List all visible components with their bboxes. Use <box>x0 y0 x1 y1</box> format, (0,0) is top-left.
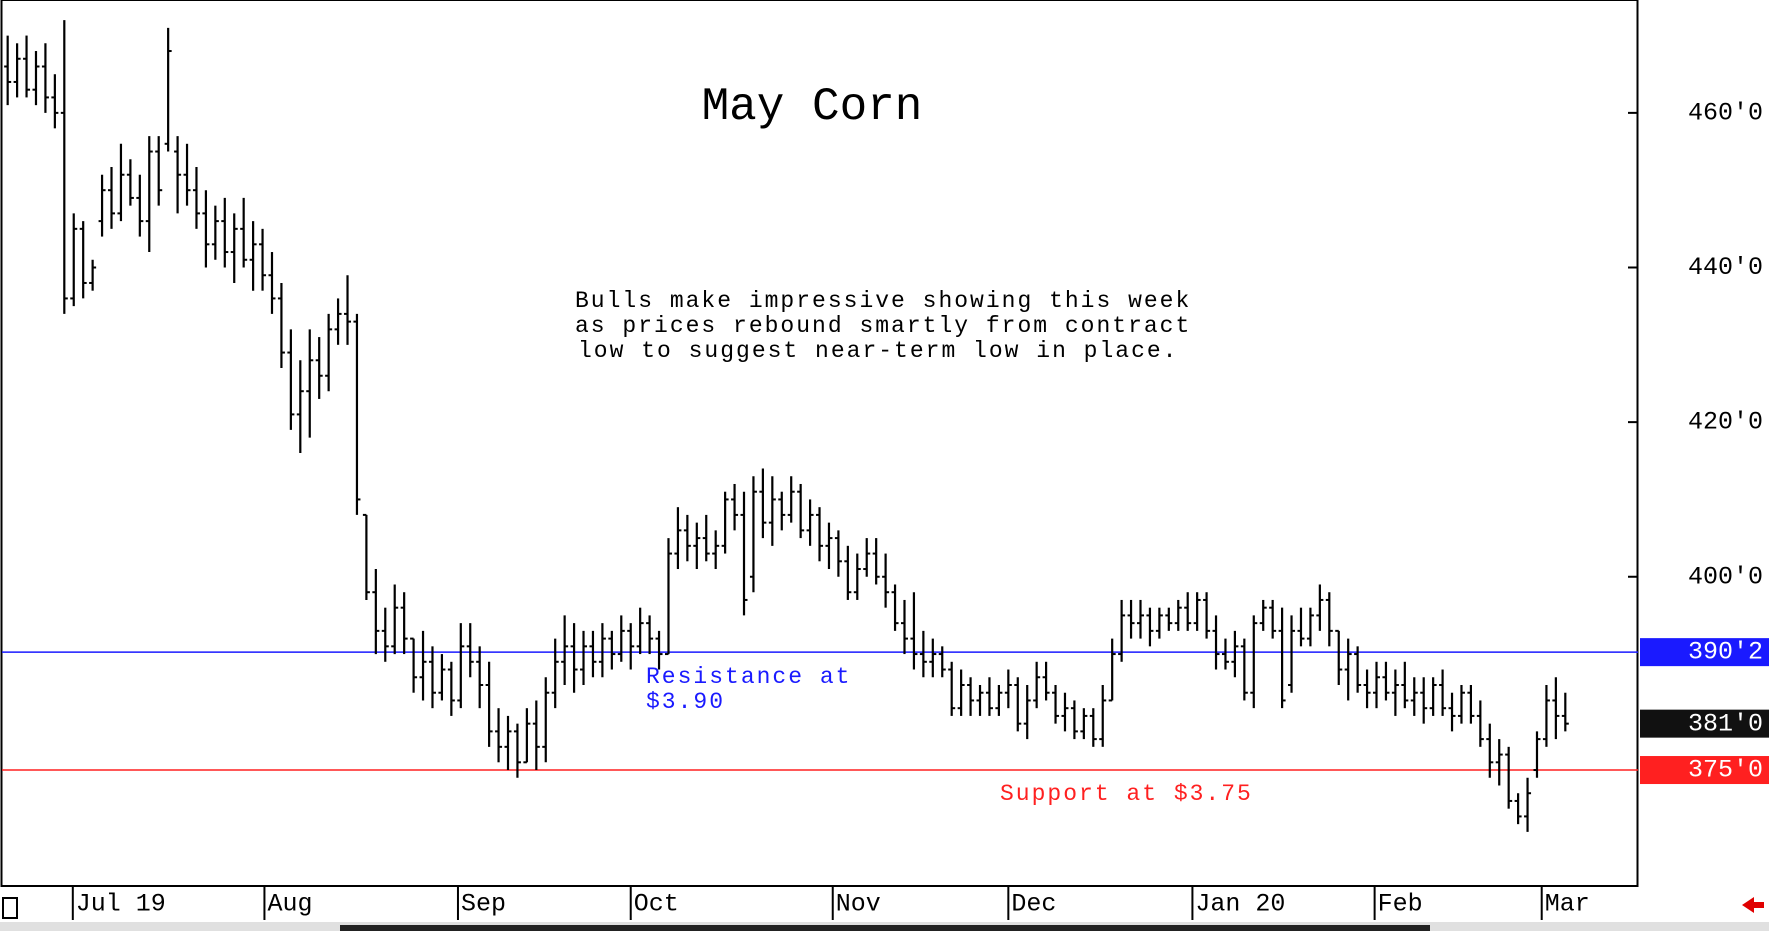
y-tick-label: 440'0 <box>1688 253 1763 282</box>
price-tag-label: 390'2 <box>1688 638 1763 667</box>
corner-icon <box>2 897 18 919</box>
price-tag-label: 375'0 <box>1688 756 1763 785</box>
x-tick-label: Aug <box>267 890 312 919</box>
chart-title: May Corn <box>702 81 923 133</box>
x-tick-label: Oct <box>634 890 679 919</box>
x-tick-label: Feb <box>1378 890 1423 919</box>
level-label: Support at $3.75 <box>1000 781 1253 807</box>
annotation: low to suggest near-term low in place. <box>578 338 1179 364</box>
y-tick-label: 400'0 <box>1688 562 1763 591</box>
price-tag <box>1640 638 1769 667</box>
x-tick-label: Sep <box>461 890 506 919</box>
level-label: Resistance at <box>646 664 851 690</box>
plot-frame <box>0 0 1639 887</box>
y-tick-label: 420'0 <box>1688 408 1763 437</box>
x-tick-label: Mar <box>1545 890 1590 919</box>
price-tag <box>1640 756 1769 785</box>
level-label: $3.90 <box>646 689 725 715</box>
scroll-arrow <box>1742 897 1764 913</box>
y-tick-label: 460'0 <box>1688 98 1763 127</box>
x-tick-label: Nov <box>836 890 881 919</box>
price-tag-label: 381'0 <box>1688 709 1763 738</box>
x-tick-label: Jan 20 <box>1195 890 1285 919</box>
x-tick-label: Dec <box>1011 890 1056 919</box>
price-tag <box>1640 709 1769 738</box>
x-tick-label: Jul 19 <box>76 890 166 919</box>
annotation: Bulls make impressive showing this week <box>575 288 1191 314</box>
scroll-bar <box>340 925 1430 931</box>
annotation: as prices rebound smartly from contract <box>575 313 1191 339</box>
